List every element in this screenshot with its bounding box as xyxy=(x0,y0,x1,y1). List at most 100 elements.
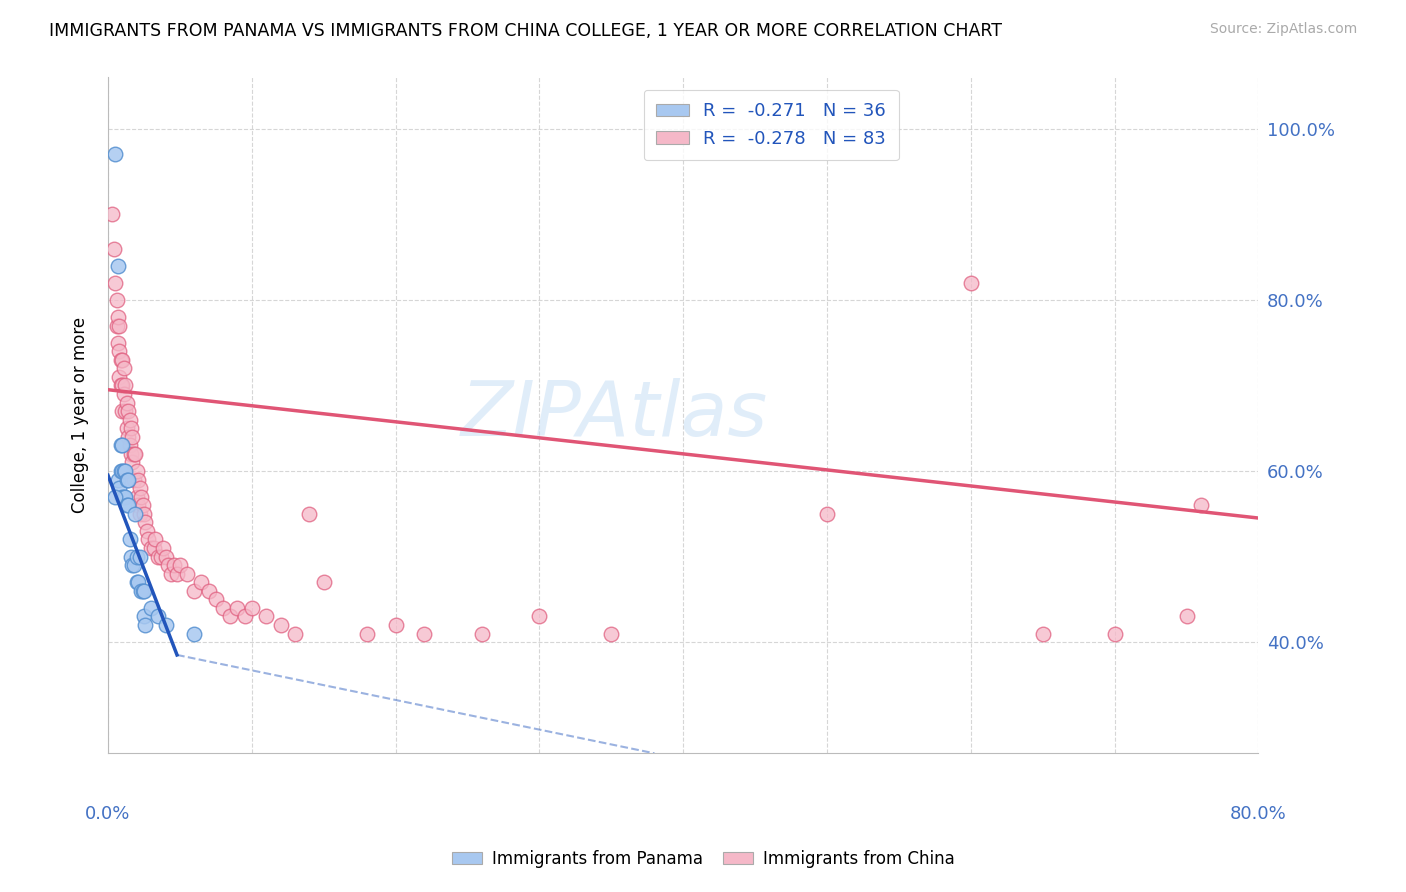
Point xyxy=(111,438,134,452)
Point xyxy=(155,618,177,632)
Point xyxy=(148,609,170,624)
Point xyxy=(190,575,212,590)
Point xyxy=(107,310,129,324)
Point xyxy=(233,609,256,624)
Point xyxy=(1175,609,1198,624)
Point xyxy=(132,583,155,598)
Point xyxy=(127,473,149,487)
Point xyxy=(176,566,198,581)
Point xyxy=(815,507,838,521)
Point xyxy=(129,583,152,598)
Point xyxy=(108,344,131,359)
Point xyxy=(111,378,134,392)
Point xyxy=(132,609,155,624)
Point xyxy=(183,583,205,598)
Point xyxy=(112,387,135,401)
Point xyxy=(120,421,142,435)
Point xyxy=(110,352,132,367)
Point xyxy=(125,490,148,504)
Point xyxy=(356,626,378,640)
Point xyxy=(107,259,129,273)
Point xyxy=(148,549,170,564)
Point xyxy=(166,566,188,581)
Point xyxy=(122,473,145,487)
Point xyxy=(120,447,142,461)
Point xyxy=(600,626,623,640)
Point xyxy=(127,575,149,590)
Point xyxy=(128,507,150,521)
Point xyxy=(128,481,150,495)
Text: Source: ZipAtlas.com: Source: ZipAtlas.com xyxy=(1209,22,1357,37)
Point xyxy=(104,147,127,161)
Point xyxy=(107,335,129,350)
Point xyxy=(103,242,125,256)
Point xyxy=(145,533,167,547)
Point xyxy=(121,455,143,469)
Point xyxy=(115,498,138,512)
Point xyxy=(114,464,136,478)
Point xyxy=(128,549,150,564)
Point xyxy=(197,583,219,598)
Point xyxy=(110,464,132,478)
Point xyxy=(125,575,148,590)
Point xyxy=(117,404,139,418)
Point xyxy=(108,318,131,333)
Text: IMMIGRANTS FROM PANAMA VS IMMIGRANTS FROM CHINA COLLEGE, 1 YEAR OR MORE CORRELAT: IMMIGRANTS FROM PANAMA VS IMMIGRANTS FRO… xyxy=(49,22,1002,40)
Point xyxy=(125,549,148,564)
Point xyxy=(111,352,134,367)
Point xyxy=(160,566,183,581)
Point xyxy=(115,473,138,487)
Point xyxy=(104,490,127,504)
Point xyxy=(127,498,149,512)
Point xyxy=(117,498,139,512)
Point xyxy=(1032,626,1054,640)
Y-axis label: College, 1 year or more: College, 1 year or more xyxy=(72,318,89,514)
Point xyxy=(155,549,177,564)
Point xyxy=(125,464,148,478)
Point xyxy=(122,447,145,461)
Point xyxy=(101,207,124,221)
Point xyxy=(105,318,128,333)
Point xyxy=(169,558,191,573)
Point xyxy=(110,378,132,392)
Point xyxy=(104,276,127,290)
Point xyxy=(131,583,153,598)
Point xyxy=(112,490,135,504)
Point xyxy=(110,438,132,452)
Point xyxy=(115,421,138,435)
Point xyxy=(1189,498,1212,512)
Point xyxy=(129,490,152,504)
Point xyxy=(212,600,235,615)
Text: ZIPAtlas: ZIPAtlas xyxy=(461,378,768,452)
Point xyxy=(134,516,156,530)
Point xyxy=(118,412,141,426)
Point xyxy=(117,473,139,487)
Point xyxy=(284,626,307,640)
Point xyxy=(120,549,142,564)
Point xyxy=(254,609,277,624)
Point xyxy=(150,549,173,564)
Point xyxy=(157,558,180,573)
Text: 80.0%: 80.0% xyxy=(1230,805,1286,822)
Point xyxy=(131,498,153,512)
Point xyxy=(117,430,139,444)
Point xyxy=(1104,626,1126,640)
Point xyxy=(152,541,174,555)
Point xyxy=(270,618,292,632)
Point xyxy=(115,395,138,409)
Point xyxy=(134,618,156,632)
Point xyxy=(132,507,155,521)
Point xyxy=(312,575,335,590)
Point xyxy=(205,592,228,607)
Point xyxy=(111,404,134,418)
Point xyxy=(136,533,159,547)
Legend: Immigrants from Panama, Immigrants from China: Immigrants from Panama, Immigrants from … xyxy=(444,844,962,875)
Point xyxy=(112,464,135,478)
Point xyxy=(121,430,143,444)
Point xyxy=(114,490,136,504)
Point xyxy=(959,276,981,290)
Point xyxy=(139,541,162,555)
Point xyxy=(183,626,205,640)
Point xyxy=(107,473,129,487)
Point xyxy=(471,626,494,640)
